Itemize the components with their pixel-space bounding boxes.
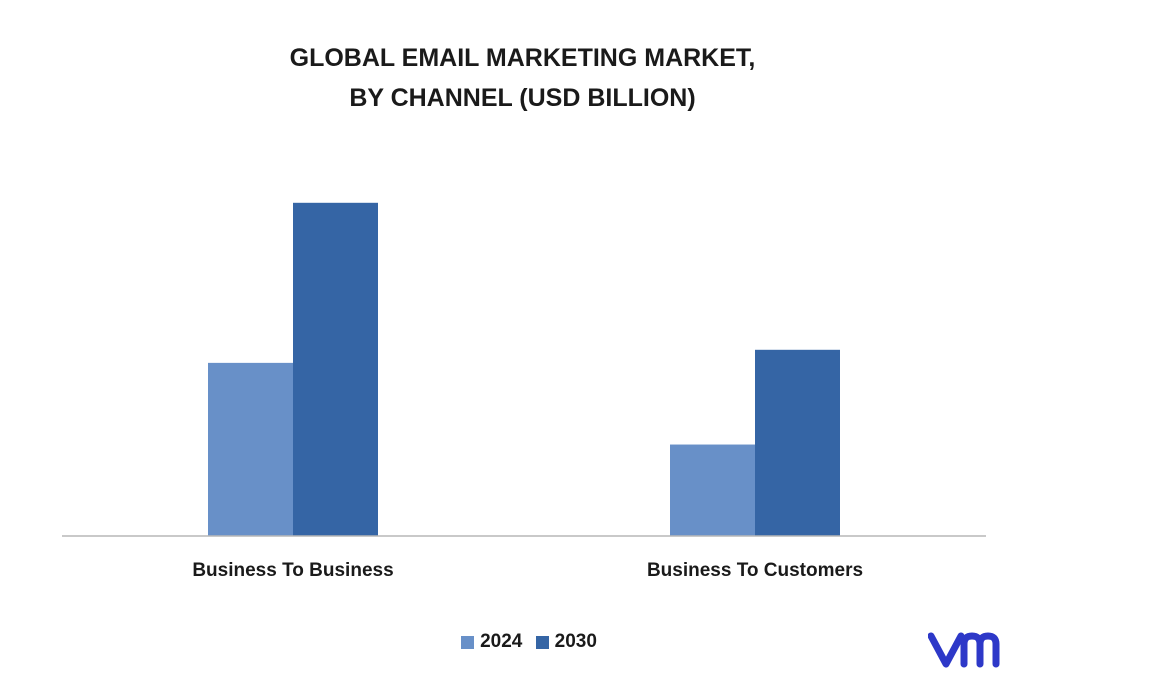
bar-business-to-business-2030 bbox=[293, 202, 378, 537]
legend-label-2024: 2024 bbox=[480, 631, 523, 652]
bars-group bbox=[208, 202, 840, 537]
chart-title: GLOBAL EMAIL MARKETING MARKET, BY CHANNE… bbox=[0, 38, 1045, 118]
legend-label-2030: 2030 bbox=[554, 631, 597, 652]
chart-title-line-2: BY CHANNEL (USD BILLION) bbox=[349, 84, 696, 112]
legend-item-2030: 2030 bbox=[535, 631, 597, 653]
x-tick-label-business-to-customers: Business To Customers bbox=[647, 560, 863, 581]
legend-item-2024: 2024 bbox=[461, 631, 522, 653]
legend-swatch-2030 bbox=[535, 635, 549, 649]
legend: 2024 2030 bbox=[0, 631, 1058, 655]
bar-business-to-customers-2030 bbox=[755, 349, 840, 536]
bar-business-to-business-2024 bbox=[208, 362, 293, 536]
x-tick-label-business-to-business: Business To Business bbox=[192, 560, 393, 581]
bar-business-to-customers-2024 bbox=[670, 444, 755, 536]
legend-swatch-2024 bbox=[461, 635, 475, 649]
chart-title-line-1: GLOBAL EMAIL MARKETING MARKET, bbox=[289, 44, 756, 72]
vmr-logo-icon bbox=[928, 632, 1000, 668]
